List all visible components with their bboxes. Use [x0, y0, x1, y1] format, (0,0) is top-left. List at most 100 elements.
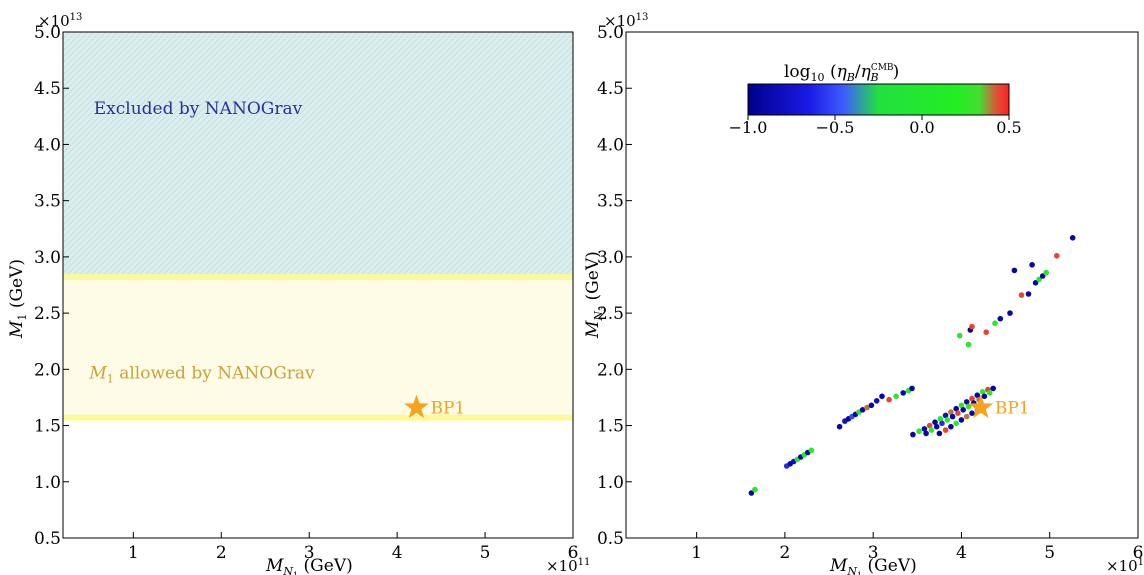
scatter-point — [1025, 291, 1032, 297]
scatter-point — [986, 390, 993, 396]
scatter-point — [1018, 292, 1025, 298]
scatter-point — [965, 341, 972, 348]
y-tick-label: 4.0 — [34, 135, 61, 155]
scatter-point — [974, 392, 981, 399]
scatter-point — [1043, 269, 1049, 276]
y-tick-label: 3.5 — [597, 192, 624, 212]
scatter-point — [969, 395, 975, 402]
x-tick-label: 6 — [568, 543, 579, 563]
y-tick-label: 4.0 — [597, 135, 624, 155]
colorbar-tick-label: −1.0 — [729, 118, 768, 137]
y-tick-label: 2.5 — [597, 304, 624, 324]
y-tick-label: 0.5 — [34, 529, 61, 549]
y-tick-label: 5.0 — [597, 23, 624, 43]
scatter-point — [948, 409, 954, 415]
scatter-point — [936, 430, 943, 437]
y-tick-label: 2.5 — [34, 304, 61, 324]
scatter-point — [893, 393, 899, 400]
y-tick-label: 1.5 — [34, 417, 61, 437]
scatter-point — [859, 407, 866, 413]
scatter-point — [958, 417, 965, 423]
y-tick-label: 3.0 — [597, 248, 624, 268]
left-x-scale: ×1011 — [546, 557, 590, 575]
excluded-annotation: Excluded by NANOGrav — [94, 99, 303, 119]
x-tick-label: 6 — [1133, 543, 1144, 563]
y-tick-label: 3.0 — [34, 248, 61, 268]
scatter-point — [923, 430, 929, 437]
scatter-point — [953, 420, 959, 427]
x-tick-label: 3 — [868, 543, 879, 563]
excluded-region — [63, 32, 573, 278]
bp1-label: BP1 — [430, 399, 465, 419]
right-x-axis-label: MN1 (GeV) — [829, 556, 917, 575]
scatter-point — [960, 407, 966, 413]
colorbar: log10 (ηB/ηCMB B) −1.0 −0.5 0.0 0.5 — [729, 62, 1022, 137]
x-tick-label: 2 — [779, 543, 790, 563]
x-tick-label: 5 — [480, 543, 491, 563]
scatter-point — [969, 410, 975, 417]
scatter-point — [1029, 262, 1035, 268]
y-tick-label: 2.0 — [597, 360, 624, 380]
scatter-point — [900, 390, 906, 396]
scatter-point — [808, 447, 815, 454]
scatter-point — [958, 402, 965, 409]
x-tick-label: 2 — [216, 543, 227, 563]
scatter-point — [916, 428, 922, 435]
y-tick-label: 2.0 — [34, 360, 61, 380]
colorbar-title: log10 (ηB/ηCMB B) — [784, 62, 899, 84]
y-tick-label: 4.5 — [597, 79, 624, 99]
x-tick-label: 4 — [392, 543, 403, 563]
right-axes-frame — [625, 31, 1139, 539]
scatter-point — [956, 332, 963, 339]
y-tick-label: 0.5 — [597, 529, 624, 549]
allowed-annotation: M1 allowed by NANOGrav — [88, 363, 315, 385]
scatter-point — [928, 427, 935, 433]
scatter-point — [1054, 253, 1060, 259]
x-tick-label: 3 — [304, 543, 315, 563]
scatter-point — [1011, 267, 1018, 274]
left-y-scale: ×1013 — [38, 12, 82, 30]
scatter-point — [868, 402, 875, 409]
allowed-region-top-edge — [63, 274, 573, 281]
colorbar-tick-label: 0.0 — [909, 118, 934, 137]
colorbar-tick-label: −0.5 — [816, 118, 855, 137]
right-axis-ticks: 1 2 3 4 5 6 0.5 1.0 1.5 2.0 2.5 3.0 3.5 4.0 4.5 5.0 — [597, 23, 1143, 563]
scatter-point — [926, 422, 933, 429]
scatter-point — [886, 396, 892, 403]
scatter-point — [864, 404, 870, 411]
scatter-point — [992, 320, 998, 327]
bp1-label: BP1 — [995, 399, 1030, 419]
scatter-point — [997, 315, 1004, 322]
right-y-axis-label: MN3 (GeV) — [583, 251, 607, 339]
scatter-point — [1036, 276, 1042, 283]
scatter-point — [944, 417, 951, 423]
bp1-star-icon — [968, 394, 994, 419]
scatter-point — [836, 423, 843, 430]
scatter-point — [983, 329, 989, 336]
scatter-point — [969, 323, 975, 330]
scatter-point — [965, 403, 972, 410]
scatter-point — [990, 385, 996, 392]
allowed-region-bottom-edge — [63, 414, 573, 421]
x-tick-label: 5 — [1044, 543, 1055, 563]
scatter-point — [921, 426, 928, 432]
colorbar-ticks: −1.0 −0.5 0.0 0.5 — [729, 115, 1022, 137]
scatter-point — [963, 413, 970, 420]
x-tick-label: 1 — [691, 543, 702, 563]
x-tick-label: 1 — [128, 543, 139, 563]
scatter-point — [910, 431, 916, 438]
scatter-point — [942, 427, 949, 433]
scatter-point — [937, 416, 944, 422]
right-x-scale: ×1011 — [1106, 557, 1144, 575]
left-x-axis-label: MN1 (GeV) — [265, 556, 353, 575]
bp1-star-icon — [404, 394, 429, 419]
right-panel: BP1 1 2 3 4 5 6 0.5 1.0 1.5 2.0 2.5 3.0 3.5 4.0 4.5 5.0… — [583, 12, 1144, 575]
colorbar-tick-label: 0.5 — [996, 118, 1021, 137]
y-tick-label: 1.5 — [597, 417, 624, 437]
allowed-region — [63, 277, 573, 418]
scatter-point — [948, 423, 954, 430]
scatter-point — [933, 423, 940, 430]
left-panel: 1 2 3 4 5 6 0.5 1.0 1.5 2.0 2.5 3.0 3.5 4.0 4.5 5.0 Exc… — [7, 12, 590, 575]
scatter-point — [1069, 235, 1076, 241]
